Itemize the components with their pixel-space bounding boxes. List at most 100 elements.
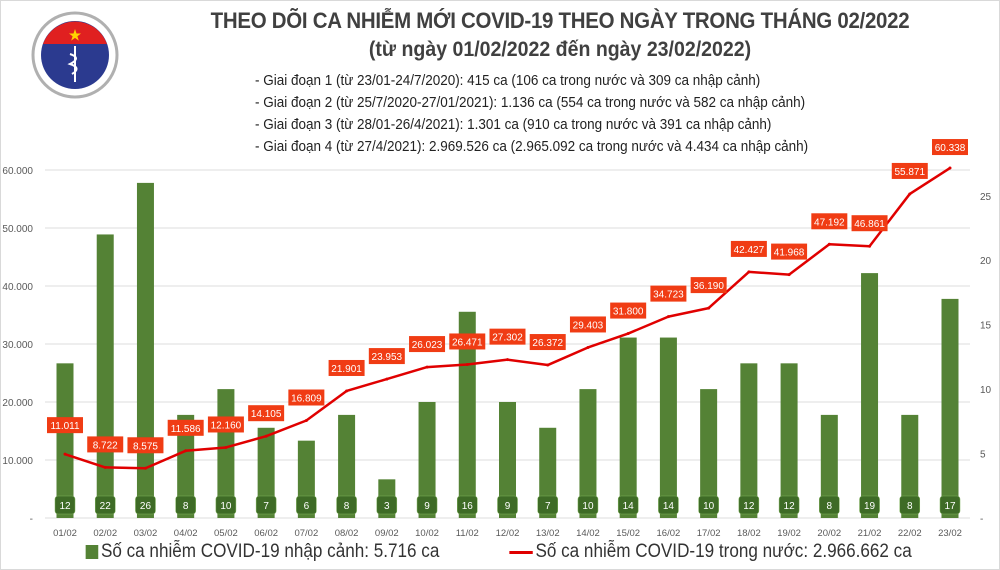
x-tick-label: 21/02 [858,528,882,539]
line-data-label: 36.190 [693,281,724,292]
y-right-tick-label: 10 [980,385,992,396]
line-data-label: 31.800 [613,307,644,318]
x-tick-label: 22/02 [898,528,922,539]
line-data-label: 26.023 [412,340,443,351]
line-label-box [207,416,244,433]
line-label-box [449,333,486,350]
phase-note: - Giai đoạn 4 (từ 27/4/2021): 2.969.526 … [255,139,809,155]
bar [539,427,557,518]
bar-label-box [738,495,760,515]
line-point [304,419,308,423]
line-data-label: 8.575 [133,441,158,452]
ministry-of-health-logo [31,11,119,99]
bar-data-label: 8 [907,501,913,512]
x-tick-label: 17/02 [697,528,721,539]
bar-label-box [698,495,719,515]
line-point [707,306,711,310]
line-point [385,377,389,381]
line-label-box [610,302,647,319]
line-data-label: 12.160 [211,420,242,431]
bar-data-label: 9 [424,501,430,512]
bar [56,363,74,518]
y-right-tick-label: 15 [980,321,992,332]
bar-label-box [778,495,800,515]
line-point [345,389,349,393]
line-data-label: 60.338 [935,143,966,154]
line-data-label: 21.901 [331,364,362,375]
line-label-box [730,240,767,257]
phase-notes: - Giai đoạn 1 (từ 23/01-24/7/2020): 415 … [255,70,808,158]
line-label-box [569,316,606,333]
line-data-label: 34.723 [653,290,684,301]
line-data-label: 26.471 [452,337,483,348]
bar-label-box [497,495,518,515]
legend-swatch-line [509,550,533,554]
bar-label-box [819,495,840,515]
line-point [827,242,831,246]
line-point [506,358,509,362]
line-label-box [811,213,848,230]
bar-label-box [899,495,921,515]
x-tick-label: 01/02 [53,528,77,539]
y-left-tick-label: 40.000 [2,282,33,293]
phase-note: - Giai đoạn 1 (từ 23/01-24/7/2020): 415 … [255,73,761,89]
bar-data-label: 14 [623,501,635,512]
bar-label-box [135,495,156,515]
bar-label-box [577,495,599,515]
line-label-box [891,162,928,179]
phase-note: - Giai đoạn 3 (từ 28/01-26/4/2021): 1.30… [255,117,772,133]
bar [780,363,798,518]
bar-data-label: 12 [59,501,71,512]
line-point [103,465,107,469]
line-point [546,363,550,367]
x-tick-label: 19/02 [777,528,801,539]
bar [619,337,637,518]
x-tick-label: 11/02 [456,528,479,539]
x-tick-label: 18/02 [737,528,761,539]
bar-label-box [94,495,116,515]
line-label-box [368,348,405,365]
bar-data-label: 3 [384,501,390,512]
line-data-label: 16.809 [291,394,322,405]
bar [418,402,436,518]
y-left-tick-label: - [30,514,33,525]
line-point [747,270,751,274]
bar-label-box [336,495,357,515]
line-label-box [328,359,365,376]
line-label-box [87,436,124,453]
line-label-box [409,336,446,353]
y-right-tick-label: 20 [980,256,992,267]
legend: Số ca nhiễm COVID-19 nhập cảnh: 5.716 ca… [0,541,1000,563]
legend-item-bar: Số ca nhiễm COVID-19 nhập cảnh: 5.716 ca [85,541,439,563]
line-data-label: 42.427 [734,245,765,256]
x-tick-label: 08/02 [335,528,359,539]
bar-data-label: 9 [505,501,511,512]
y-right-tick-label: 5 [980,450,986,461]
x-tick-label: 23/02 [938,528,962,539]
line-data-label: 46.861 [854,219,885,230]
bar [177,414,195,518]
bar-data-label: 16 [462,501,474,512]
phase-note: - Giai đoạn 2 (từ 25/7/2020-27/01/2021):… [255,95,806,111]
line-point [465,362,469,366]
line-data-label: 11.586 [171,424,201,435]
line-point [143,466,147,470]
bar [861,273,879,518]
line-point [425,365,429,369]
line-point [184,449,188,453]
bar-data-label: 8 [344,501,350,512]
line-label-box [650,285,687,302]
bar-data-label: 26 [140,501,152,512]
bar-data-label: 8 [183,501,189,512]
line-point [264,434,268,438]
x-tick-label: 09/02 [375,528,399,539]
line-data-label: 41.968 [774,248,805,259]
y-right-tick-label: 25 [980,192,992,203]
line-data-label: 55.871 [894,167,925,178]
x-tick-label: 05/02 [214,528,238,539]
line-data-label: 23.953 [372,352,403,363]
legend-swatch-bar [85,545,99,559]
line-data-label: 8.722 [93,440,118,451]
x-tick-label: 10/02 [415,528,439,539]
line-label-box [489,328,526,345]
